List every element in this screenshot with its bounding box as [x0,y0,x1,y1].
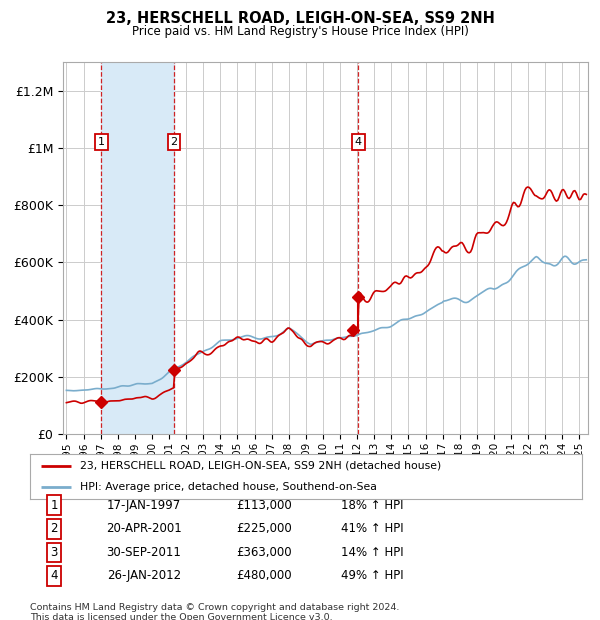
Text: £363,000: £363,000 [236,546,292,559]
Text: Contains HM Land Registry data © Crown copyright and database right 2024.: Contains HM Land Registry data © Crown c… [30,603,400,612]
Text: 41% ↑ HPI: 41% ↑ HPI [341,523,403,535]
Text: 17-JAN-1997: 17-JAN-1997 [107,499,181,511]
Text: 20-APR-2001: 20-APR-2001 [106,523,182,535]
Text: 4: 4 [355,137,362,147]
Text: 23, HERSCHELL ROAD, LEIGH-ON-SEA, SS9 2NH (detached house): 23, HERSCHELL ROAD, LEIGH-ON-SEA, SS9 2N… [80,461,441,471]
Text: 2: 2 [170,137,178,147]
Text: 23, HERSCHELL ROAD, LEIGH-ON-SEA, SS9 2NH: 23, HERSCHELL ROAD, LEIGH-ON-SEA, SS9 2N… [106,11,494,26]
Text: HPI: Average price, detached house, Southend-on-Sea: HPI: Average price, detached house, Sout… [80,482,377,492]
Text: 1: 1 [50,499,58,511]
Text: Price paid vs. HM Land Registry's House Price Index (HPI): Price paid vs. HM Land Registry's House … [131,25,469,38]
Text: 14% ↑ HPI: 14% ↑ HPI [341,546,403,559]
Text: 2: 2 [50,523,58,535]
Text: £480,000: £480,000 [236,570,292,582]
Text: £225,000: £225,000 [236,523,292,535]
Text: 4: 4 [50,570,58,582]
Text: 3: 3 [50,546,58,559]
Bar [101,62,174,434]
Text: 26-JAN-2012: 26-JAN-2012 [107,570,181,582]
Text: £113,000: £113,000 [236,499,292,511]
Text: 1: 1 [98,137,105,147]
Text: This data is licensed under the Open Government Licence v3.0.: This data is licensed under the Open Gov… [30,613,332,620]
Text: 18% ↑ HPI: 18% ↑ HPI [341,499,403,511]
Text: 30-SEP-2011: 30-SEP-2011 [107,546,181,559]
Text: 49% ↑ HPI: 49% ↑ HPI [341,570,403,582]
